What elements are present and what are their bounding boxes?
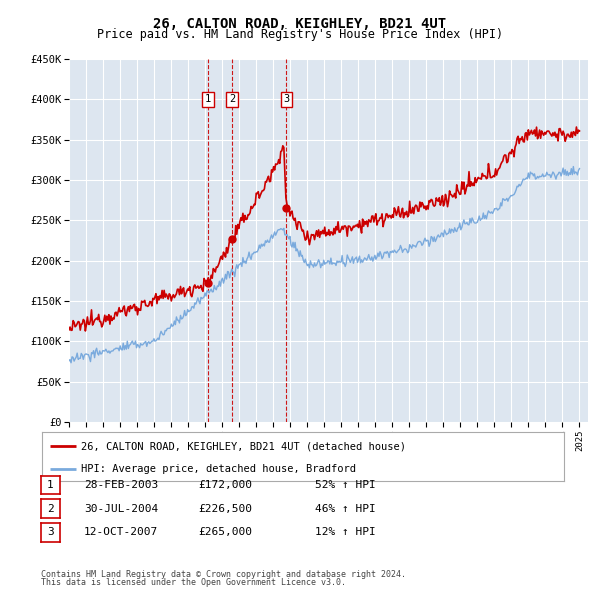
Text: 1: 1 bbox=[205, 94, 211, 104]
Text: £172,000: £172,000 bbox=[198, 480, 252, 490]
Text: 26, CALTON ROAD, KEIGHLEY, BD21 4UT: 26, CALTON ROAD, KEIGHLEY, BD21 4UT bbox=[154, 17, 446, 31]
Text: 12-OCT-2007: 12-OCT-2007 bbox=[84, 527, 158, 537]
Text: 26, CALTON ROAD, KEIGHLEY, BD21 4UT (detached house): 26, CALTON ROAD, KEIGHLEY, BD21 4UT (det… bbox=[81, 441, 406, 451]
Text: 3: 3 bbox=[47, 527, 54, 537]
Text: 52% ↑ HPI: 52% ↑ HPI bbox=[315, 480, 376, 490]
Text: £265,000: £265,000 bbox=[198, 527, 252, 537]
Text: 12% ↑ HPI: 12% ↑ HPI bbox=[315, 527, 376, 537]
Text: 2: 2 bbox=[47, 504, 54, 513]
Text: 28-FEB-2003: 28-FEB-2003 bbox=[84, 480, 158, 490]
Text: 46% ↑ HPI: 46% ↑ HPI bbox=[315, 504, 376, 513]
Text: Price paid vs. HM Land Registry's House Price Index (HPI): Price paid vs. HM Land Registry's House … bbox=[97, 28, 503, 41]
Text: £226,500: £226,500 bbox=[198, 504, 252, 513]
Text: 3: 3 bbox=[283, 94, 290, 104]
Text: 30-JUL-2004: 30-JUL-2004 bbox=[84, 504, 158, 513]
Text: Contains HM Land Registry data © Crown copyright and database right 2024.: Contains HM Land Registry data © Crown c… bbox=[41, 570, 406, 579]
Text: 1: 1 bbox=[47, 480, 54, 490]
Text: This data is licensed under the Open Government Licence v3.0.: This data is licensed under the Open Gov… bbox=[41, 578, 346, 587]
Text: 2: 2 bbox=[229, 94, 235, 104]
Text: HPI: Average price, detached house, Bradford: HPI: Average price, detached house, Brad… bbox=[81, 464, 356, 474]
